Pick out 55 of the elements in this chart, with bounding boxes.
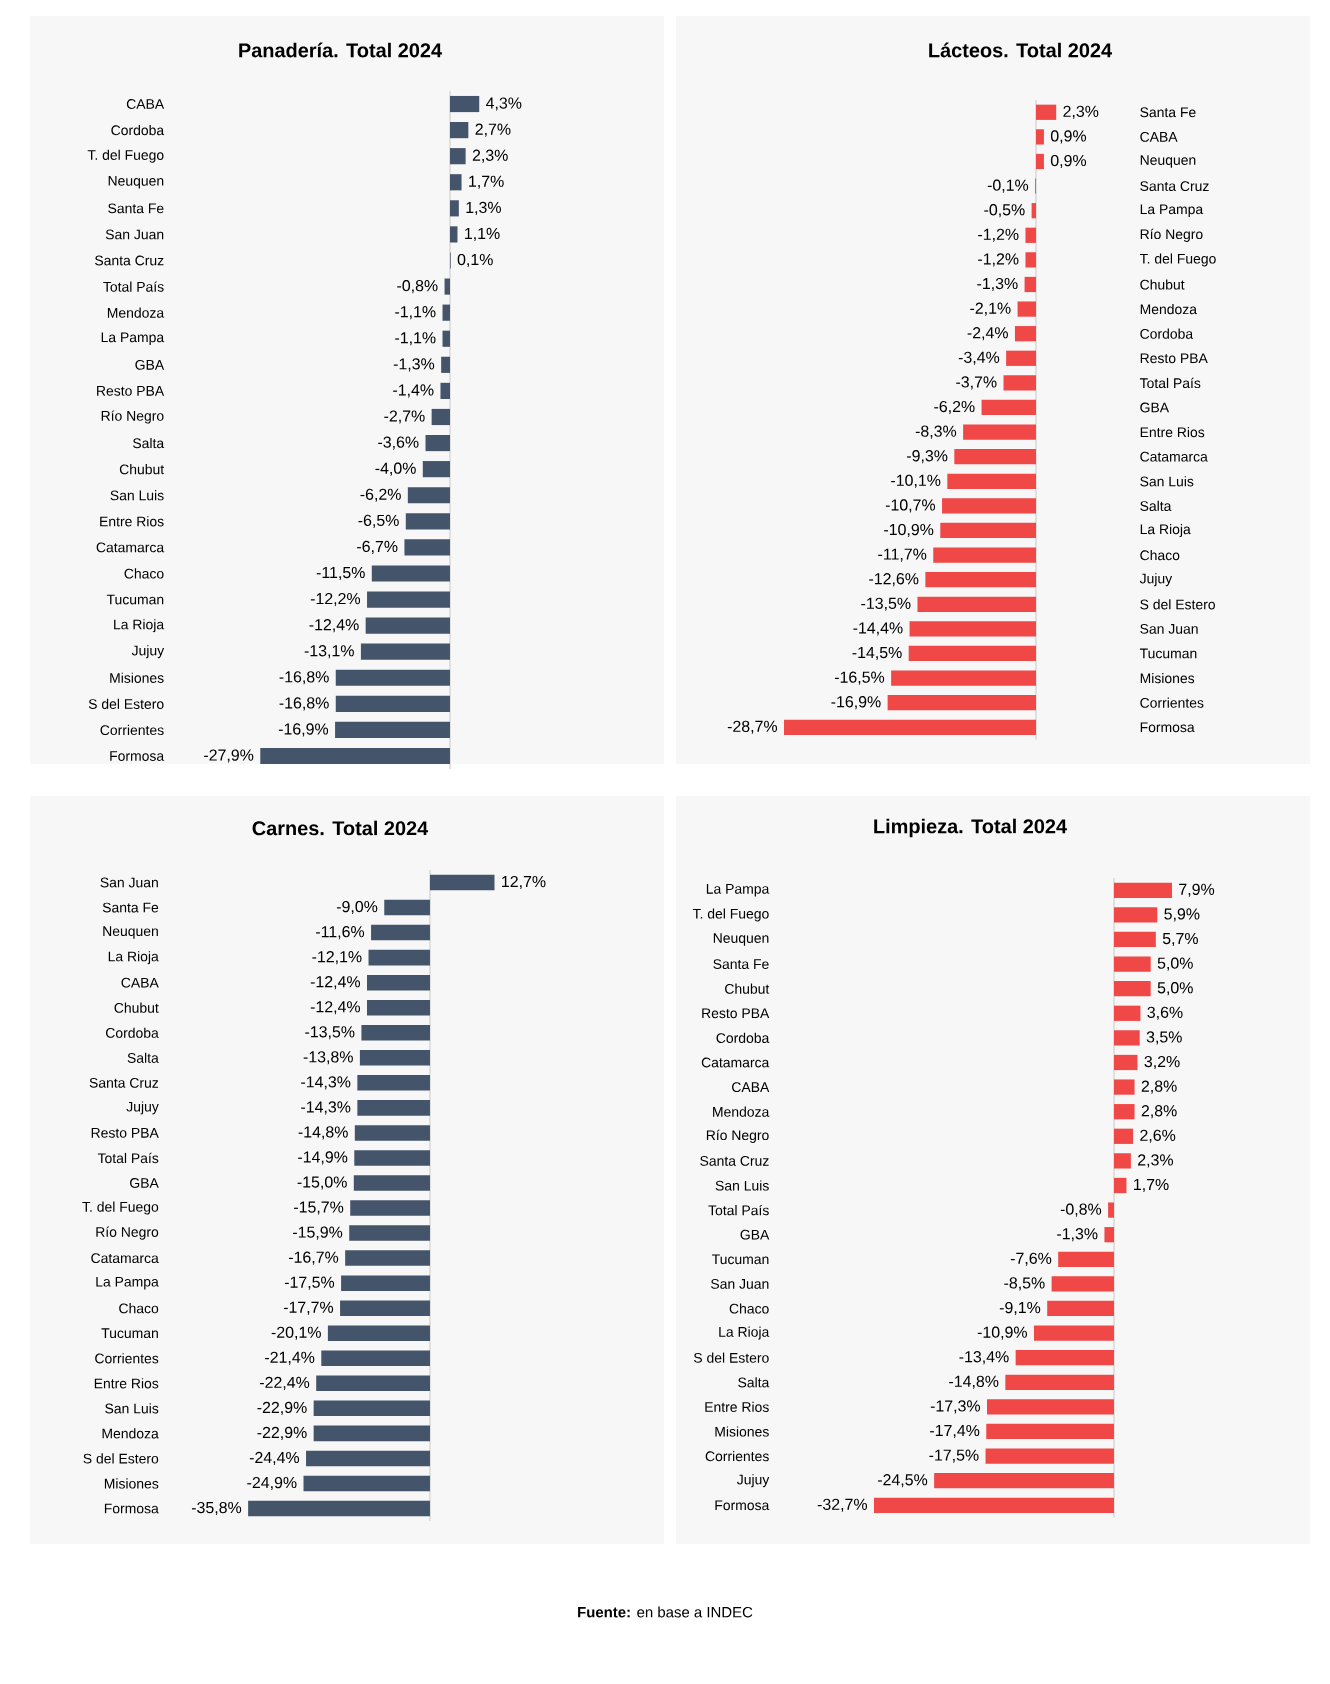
bar	[449, 95, 480, 113]
chart-title: Carnes. Total 2024	[252, 820, 429, 836]
bar	[449, 200, 459, 217]
chart-title: Limpieza. Total 2024	[874, 818, 1067, 838]
bar	[1113, 1104, 1135, 1120]
bar	[335, 721, 450, 739]
bar	[335, 695, 450, 712]
bar	[360, 643, 450, 660]
bar	[1033, 1325, 1114, 1341]
bar	[335, 669, 450, 686]
bar	[441, 356, 450, 373]
bar	[1113, 956, 1151, 972]
bar	[873, 1497, 1114, 1513]
bar	[1113, 1177, 1127, 1194]
bar	[1113, 882, 1172, 898]
bar	[1113, 931, 1156, 948]
bar	[405, 513, 450, 530]
bar	[1113, 1128, 1134, 1144]
bar	[260, 747, 450, 765]
bar	[986, 1423, 1114, 1440]
bar	[1108, 1202, 1114, 1218]
bar	[1047, 1300, 1114, 1317]
bar	[987, 1399, 1114, 1415]
bar	[440, 382, 450, 399]
bar	[1113, 981, 1151, 997]
chart-title: Panadería. Total 2024	[239, 42, 442, 58]
bar	[449, 226, 458, 243]
bar	[1104, 1227, 1114, 1243]
bar	[442, 330, 450, 347]
bar	[449, 148, 466, 165]
bar	[365, 617, 450, 634]
bar	[404, 539, 450, 556]
bar	[1113, 1030, 1140, 1046]
bar	[1058, 1251, 1114, 1267]
bar	[1015, 1350, 1114, 1366]
bar	[934, 1473, 1114, 1489]
bar	[407, 487, 450, 504]
bar	[1113, 1079, 1135, 1095]
bar	[367, 591, 450, 608]
bar	[431, 408, 450, 426]
bar	[442, 304, 450, 321]
chart-title: Lácteos. Total 2024	[929, 42, 1112, 58]
bar	[422, 461, 450, 478]
bar	[1005, 1374, 1114, 1390]
bar	[444, 278, 450, 295]
bar	[985, 1448, 1114, 1464]
bar	[371, 565, 450, 582]
bar	[1113, 1005, 1141, 1021]
bar	[1051, 1276, 1114, 1292]
bar	[425, 434, 450, 452]
bar	[1113, 907, 1158, 923]
bar	[449, 122, 469, 139]
bar	[1113, 1153, 1131, 1169]
bar	[449, 174, 462, 191]
bar	[1113, 1054, 1138, 1071]
